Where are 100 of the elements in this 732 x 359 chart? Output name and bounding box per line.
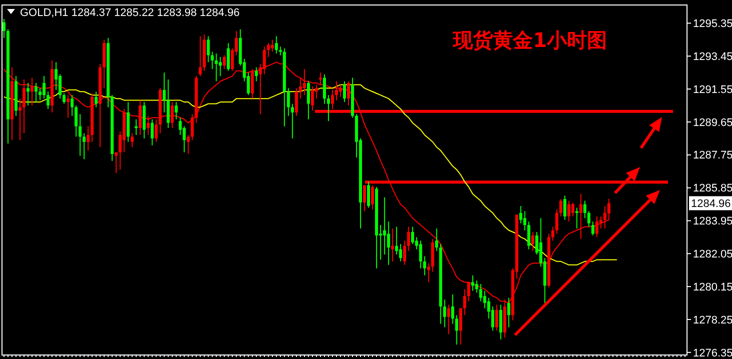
candlestick bbox=[343, 80, 346, 103]
candlestick bbox=[34, 82, 38, 103]
chart-subtitle: GOLD,H1 1284.37 1285.22 1283.98 1284.96 bbox=[20, 7, 240, 19]
candlestick bbox=[322, 74, 326, 104]
candlestick bbox=[70, 94, 74, 116]
candlestick bbox=[326, 94, 330, 122]
candlestick bbox=[495, 304, 498, 332]
candlestick bbox=[571, 202, 574, 217]
candlestick bbox=[218, 56, 222, 77]
text: 现货黄金1小时图 bbox=[452, 28, 607, 52]
candlestick bbox=[391, 228, 394, 262]
candlestick bbox=[419, 240, 422, 269]
candlestick bbox=[395, 226, 398, 256]
candlestick bbox=[555, 208, 558, 234]
candlestick bbox=[78, 114, 82, 156]
candlestick bbox=[599, 216, 602, 230]
candlestick bbox=[463, 288, 466, 316]
candlestick bbox=[190, 114, 194, 141]
candlestick bbox=[407, 226, 410, 252]
candlestick bbox=[210, 51, 214, 70]
candlestick bbox=[519, 205, 522, 224]
candlestick bbox=[475, 280, 478, 294]
y-tick-label: 1293.45 bbox=[693, 50, 732, 63]
candlestick bbox=[551, 226, 554, 242]
candlestick bbox=[523, 210, 526, 231]
candlestick bbox=[527, 221, 530, 250]
candlestick bbox=[563, 195, 566, 220]
y-tick-label: 1276.35 bbox=[693, 347, 732, 359]
candlestick bbox=[387, 221, 390, 266]
candlestick bbox=[62, 92, 66, 104]
candlestick bbox=[447, 304, 450, 335]
candlestick bbox=[334, 80, 338, 101]
candlestick bbox=[531, 231, 534, 252]
candlestick bbox=[2, 18, 6, 38]
candlestick bbox=[338, 84, 342, 98]
candlestick bbox=[483, 290, 486, 309]
candlestick bbox=[226, 42, 230, 72]
candlestick bbox=[86, 126, 90, 152]
candlestick bbox=[383, 196, 386, 256]
candlestick bbox=[575, 207, 578, 230]
candlestick bbox=[250, 68, 254, 100]
candlestick bbox=[22, 79, 26, 134]
candlestick bbox=[567, 200, 570, 222]
candlestick bbox=[455, 314, 458, 346]
candlestick bbox=[146, 115, 150, 136]
candlestick bbox=[491, 306, 494, 332]
candlestick bbox=[82, 132, 86, 160]
candlestick bbox=[459, 308, 462, 346]
candlestick bbox=[66, 94, 70, 118]
y-tick-label: 1283.95 bbox=[693, 216, 732, 228]
y-tick-label: 1285.85 bbox=[693, 182, 732, 195]
y-tick-label: 1295.35 bbox=[693, 18, 732, 30]
y-tick-label: 1280.15 bbox=[693, 281, 732, 294]
candlestick bbox=[26, 82, 30, 106]
candlestick bbox=[499, 304, 502, 340]
candlestick bbox=[471, 274, 474, 292]
candlestick bbox=[367, 181, 370, 208]
candlestick bbox=[42, 76, 46, 100]
candlestick bbox=[166, 79, 170, 129]
candlestick bbox=[403, 240, 406, 266]
candlestick bbox=[18, 98, 22, 141]
y-tick-label: 1282.05 bbox=[693, 248, 732, 260]
candlestick bbox=[399, 244, 402, 262]
candlestick bbox=[214, 53, 218, 82]
candlestick bbox=[595, 216, 598, 238]
candlestick bbox=[603, 205, 606, 230]
candlestick bbox=[411, 226, 414, 245]
candlestick bbox=[94, 91, 98, 108]
candlestick bbox=[274, 36, 278, 54]
candlestick bbox=[507, 297, 510, 328]
y-tick-label: 1287.75 bbox=[693, 150, 732, 162]
candlestick bbox=[427, 262, 430, 283]
candlestick bbox=[347, 80, 350, 106]
candlestick bbox=[298, 77, 302, 100]
candlestick bbox=[451, 294, 454, 324]
candlestick bbox=[479, 283, 482, 302]
candlestick bbox=[74, 104, 78, 138]
candlestick bbox=[443, 299, 446, 328]
candlestick bbox=[583, 200, 586, 219]
candlestick bbox=[294, 88, 298, 116]
y-tick-label: 1278.25 bbox=[693, 314, 732, 326]
candlestick bbox=[198, 36, 202, 77]
candlestick bbox=[170, 102, 174, 129]
candlestick bbox=[559, 198, 562, 217]
candlestick bbox=[150, 118, 154, 146]
candlestick bbox=[30, 77, 34, 106]
candlestick bbox=[130, 132, 134, 148]
candlestick bbox=[266, 42, 270, 58]
candlestick bbox=[306, 80, 310, 120]
y-tick-label: 1289.65 bbox=[693, 116, 732, 129]
candlestick bbox=[587, 210, 590, 228]
candlestick bbox=[162, 72, 166, 113]
candlestick bbox=[286, 88, 290, 116]
candlestick bbox=[206, 36, 210, 63]
candlestick bbox=[186, 134, 190, 155]
candlestick bbox=[154, 118, 158, 142]
candlestick bbox=[46, 91, 50, 110]
candlestick bbox=[270, 39, 274, 52]
candlestick bbox=[435, 228, 438, 252]
candlestick bbox=[174, 102, 178, 120]
